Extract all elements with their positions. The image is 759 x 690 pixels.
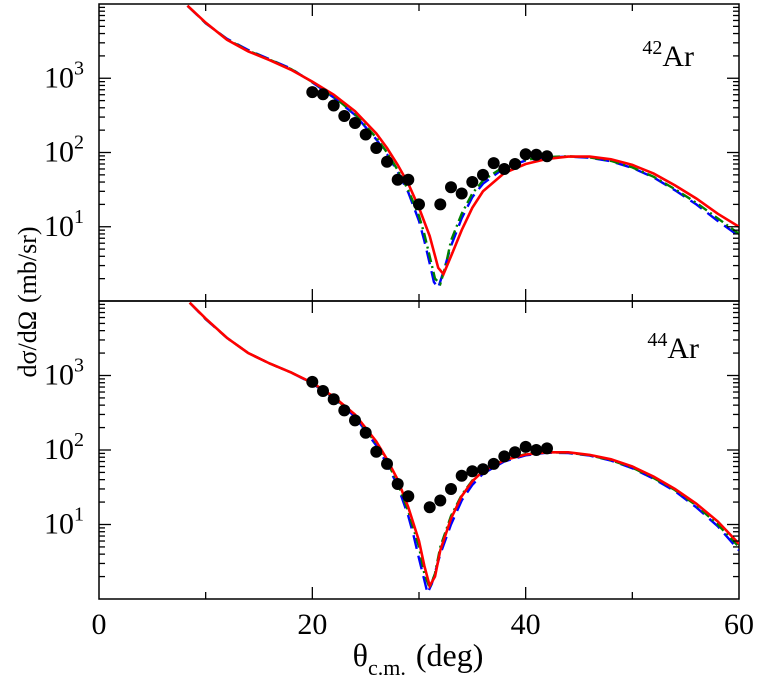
ticks-layer-top: 101 102 103 [44,4,739,301]
y-axis-label: dσ/dΩ (mb/sr) [13,226,42,377]
data-point-bottom [509,446,521,459]
data-point-top [519,148,532,161]
data-point-top [306,86,319,99]
data-point-bottom [349,414,361,427]
data-point-bottom [519,440,532,453]
x-tick-labels: 0 20 40 60 [92,608,755,641]
x-tick-label: 20 [297,608,327,641]
data-point-top [455,187,468,200]
data-point-bottom [477,463,489,476]
data-point-top [445,181,457,194]
y-tick-label-top: 103 [44,57,84,94]
data-point-top [402,173,415,186]
isotope-element: Ar [662,40,694,73]
isotope-mass: 44 [647,329,667,351]
data-point-bottom [391,478,404,490]
points-layer-top [306,86,553,211]
x-tick-label: 40 [511,608,541,641]
data-point-bottom [498,450,511,463]
data-point-bottom [466,465,479,478]
data-point-bottom [338,404,351,417]
isotope-mass: 42 [642,37,662,59]
series-layer-bottom [188,301,739,597]
data-point-top [530,148,543,161]
data-point-bottom [359,426,372,439]
data-point-bottom [381,457,393,470]
x-axis-symbol: θ [353,637,368,673]
data-point-bottom [327,393,340,406]
y-tick-label-bottom: 102 [44,429,84,466]
data-point-top [327,99,340,112]
panel-top: 101 102 103 42Ar [44,3,740,302]
data-point-top [434,198,447,211]
data-point-top [359,128,372,141]
data-point-top [498,163,511,175]
data-point-top [391,173,404,186]
data-point-bottom [487,457,500,470]
data-point-bottom [455,469,468,482]
data-point-top [466,176,479,188]
panel-annotation-top: 42Ar [642,37,694,73]
series-line-dash-dot-top [186,4,739,287]
y-tick-label-top: 102 [44,132,84,169]
data-point-top [509,158,521,170]
data-point-top [477,168,489,181]
data-point-bottom [434,494,447,507]
data-point-bottom [423,501,436,514]
data-point-top [413,198,425,211]
isotope-element: Ar [667,332,699,365]
series-line-solid-bottom [188,301,739,590]
x-tick-label: 60 [724,608,754,641]
data-point-top [338,110,351,122]
series-line-solid-top [186,4,739,277]
series-layer-top [186,4,739,291]
plot-frame-bottom [98,300,740,600]
data-point-top [487,157,500,170]
panel-bottom: 101 102 103 44Ar [44,300,740,600]
data-point-bottom [370,445,383,458]
data-point-top [349,117,361,129]
data-point-top [370,142,383,154]
x-axis-label: θc.m. (deg) [353,637,484,680]
data-point-bottom [530,444,543,456]
data-point-bottom [445,483,457,495]
panel-annotation-bottom: 44Ar [647,329,699,365]
y-tick-label-bottom: 101 [44,504,84,541]
y-tick-label-bottom: 103 [44,355,84,392]
y-axis-unit: (mb/sr) [13,226,42,303]
data-point-bottom [541,442,553,455]
data-point-top [317,88,329,101]
ticks-layer-bottom: 101 102 103 [44,301,739,599]
points-layer-bottom [306,375,553,514]
data-point-bottom [402,490,415,503]
x-axis-subscript: c.m. [368,655,406,680]
data-point-bottom [317,385,329,397]
data-point-top [541,150,553,163]
x-tick-label: 0 [92,608,107,641]
x-axis-unit: (deg) [416,637,484,673]
data-point-top [381,155,393,168]
y-axis-symbol: dσ/dΩ [13,311,42,378]
data-point-bottom [306,375,319,388]
y-tick-label-top: 101 [44,206,84,243]
